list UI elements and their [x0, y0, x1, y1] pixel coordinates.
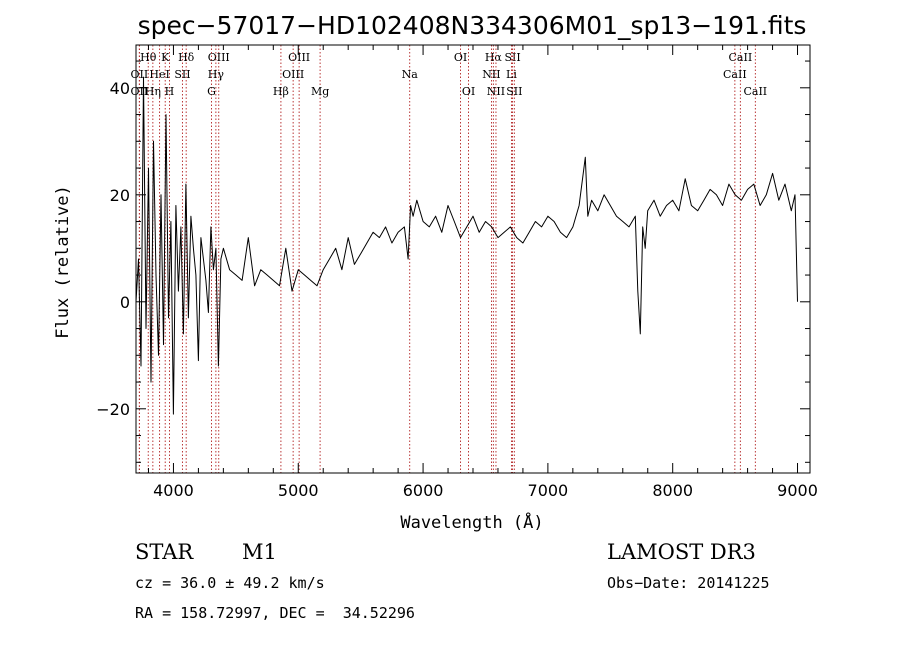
x-axis: 4000 5000 6000 7000 8000 9000	[147, 45, 818, 500]
spectral-line-label: HeI	[149, 68, 169, 81]
x-tick-label: 9000	[777, 481, 818, 500]
spectral-line-label: K	[161, 51, 170, 64]
spectral-line-label: H	[165, 85, 175, 98]
spectral-line-label: OIII	[208, 51, 230, 64]
x-tick-label: 5000	[278, 481, 319, 500]
spectral-line-label: Hβ	[273, 85, 289, 98]
y-tick-label: 0	[120, 293, 130, 312]
survey-name: LAMOST DR3	[607, 540, 756, 564]
spectral-line-label: OIII	[282, 68, 304, 81]
x-tick-label: 7000	[528, 481, 569, 500]
x-tick-label: 6000	[403, 481, 444, 500]
spectral-line-label: SII	[506, 85, 522, 98]
spectrum-line	[135, 76, 798, 415]
y-tick-label: 20	[110, 186, 130, 205]
spectral-line-label: NII	[487, 85, 505, 98]
spectral-line-label: Mg	[311, 85, 329, 98]
x-tick-label: 8000	[652, 481, 693, 500]
spectral-line-label: Hγ	[208, 68, 225, 81]
y-tick-label: 40	[110, 79, 130, 98]
spectral-line-label: SII	[504, 51, 520, 64]
chart-title: spec−57017−HD102408N334306M01_sp13−191.f…	[138, 11, 807, 40]
y-tick-label: −20	[96, 400, 130, 419]
object-type: STAR	[135, 540, 194, 564]
spectral-line-label: Hδ	[178, 51, 195, 64]
spectral-line-label: Hθ	[140, 51, 157, 64]
spectral-line-label: CaII	[729, 51, 753, 64]
spectral-line-label: OI	[454, 51, 467, 64]
spectral-line-label: CaII	[743, 85, 767, 98]
spectral-line-label: Na	[402, 68, 419, 81]
spectral-line-label: Hα	[485, 51, 503, 64]
spectral-line-label: OI	[462, 85, 475, 98]
spectral-line-label: SII	[174, 68, 190, 81]
x-tick-label: 4000	[153, 481, 194, 500]
spectral-line-label: G	[207, 85, 216, 98]
spectral-line-label: CaII	[723, 68, 747, 81]
spectral-line-label: OIII	[288, 51, 310, 64]
x-axis-label: Wavelength (Å)	[400, 511, 543, 533]
obs-date: Obs−Date: 20141225	[607, 574, 770, 592]
plot-frame	[135, 44, 811, 474]
y-axis-label: Flux (relative)	[53, 185, 73, 339]
spectrum-series	[135, 76, 798, 415]
spectral-line-label: Li	[506, 68, 517, 81]
redshift-readout: cz = 36.0 ± 49.2 km/s	[135, 574, 325, 592]
subclass: M1	[242, 540, 277, 564]
coordinates: RA = 158.72997, DEC = 34.52296	[135, 604, 415, 622]
spectral-line-label: NII	[482, 68, 500, 81]
y-axis: −20 0 20 40	[96, 60, 810, 463]
spectral-line-label: Hη	[145, 85, 161, 98]
